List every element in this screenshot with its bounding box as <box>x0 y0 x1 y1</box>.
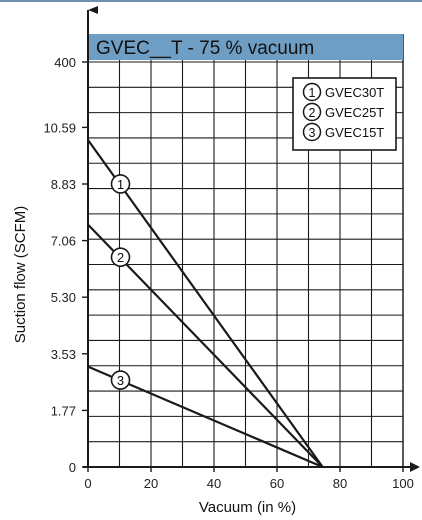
series-line-1 <box>87 139 324 468</box>
title-band <box>88 34 403 60</box>
x-tick-label: 80 <box>333 476 347 491</box>
y-tick-label: 0 <box>69 460 76 475</box>
legend-marker-number: 1 <box>309 86 316 100</box>
series-marker-2 <box>110 247 131 267</box>
x-tick-label: 40 <box>207 476 221 491</box>
series-marker-1 <box>110 174 131 194</box>
legend-marker-number: 3 <box>309 126 316 140</box>
grid <box>87 34 404 468</box>
legend-marker <box>302 102 322 122</box>
y-tick-label: 8.83 <box>51 177 76 192</box>
legend-marker-number: 2 <box>309 106 316 120</box>
series-marker-3 <box>110 370 131 390</box>
series-line-2 <box>87 223 324 468</box>
top-border <box>0 0 422 2</box>
axes <box>83 6 420 472</box>
y-tick-label: 1.77 <box>51 403 76 418</box>
x-axis-label: Vacuum (in %) <box>199 499 296 516</box>
tick-labels: 0 20 40 80 60 100 0 1.77 3.53 5.30 7.06 8.83 10.59 40… <box>43 55 413 491</box>
y-tick-label: 10.59 <box>43 120 76 135</box>
y-tick-label: 400 <box>54 55 76 70</box>
series-marker-label: 3 <box>117 373 124 388</box>
y-axis-label: Suction flow (SCFM) <box>12 206 29 344</box>
legend-marker <box>302 122 322 142</box>
x-axis-arrow <box>410 462 420 472</box>
legend-marker <box>302 82 322 102</box>
x-tick-label: 0 <box>84 476 91 491</box>
y-tick-label: 7.06 <box>51 234 76 249</box>
legend-entry-label: GVEC25T <box>325 105 384 120</box>
x-tick-label: 100 <box>392 476 414 491</box>
series-marker-label: 2 <box>117 250 124 265</box>
x-tick-label: 20 <box>144 476 158 491</box>
legend: 1 GVEC30T 2 GVEC25T 3 GVEC15T <box>292 77 397 151</box>
chart-title: GVEC__T - 75 % vacuum <box>96 38 314 59</box>
series: 1 2 3 <box>87 139 324 469</box>
x-tick-label: 60 <box>270 476 284 491</box>
legend-entry-label: GVEC30T <box>325 85 384 100</box>
series-marker-label: 1 <box>117 177 124 192</box>
y-tick-label: 3.53 <box>51 347 76 362</box>
y-tick-label: 5.30 <box>51 290 76 305</box>
legend-entry-label: GVEC15T <box>325 125 384 140</box>
